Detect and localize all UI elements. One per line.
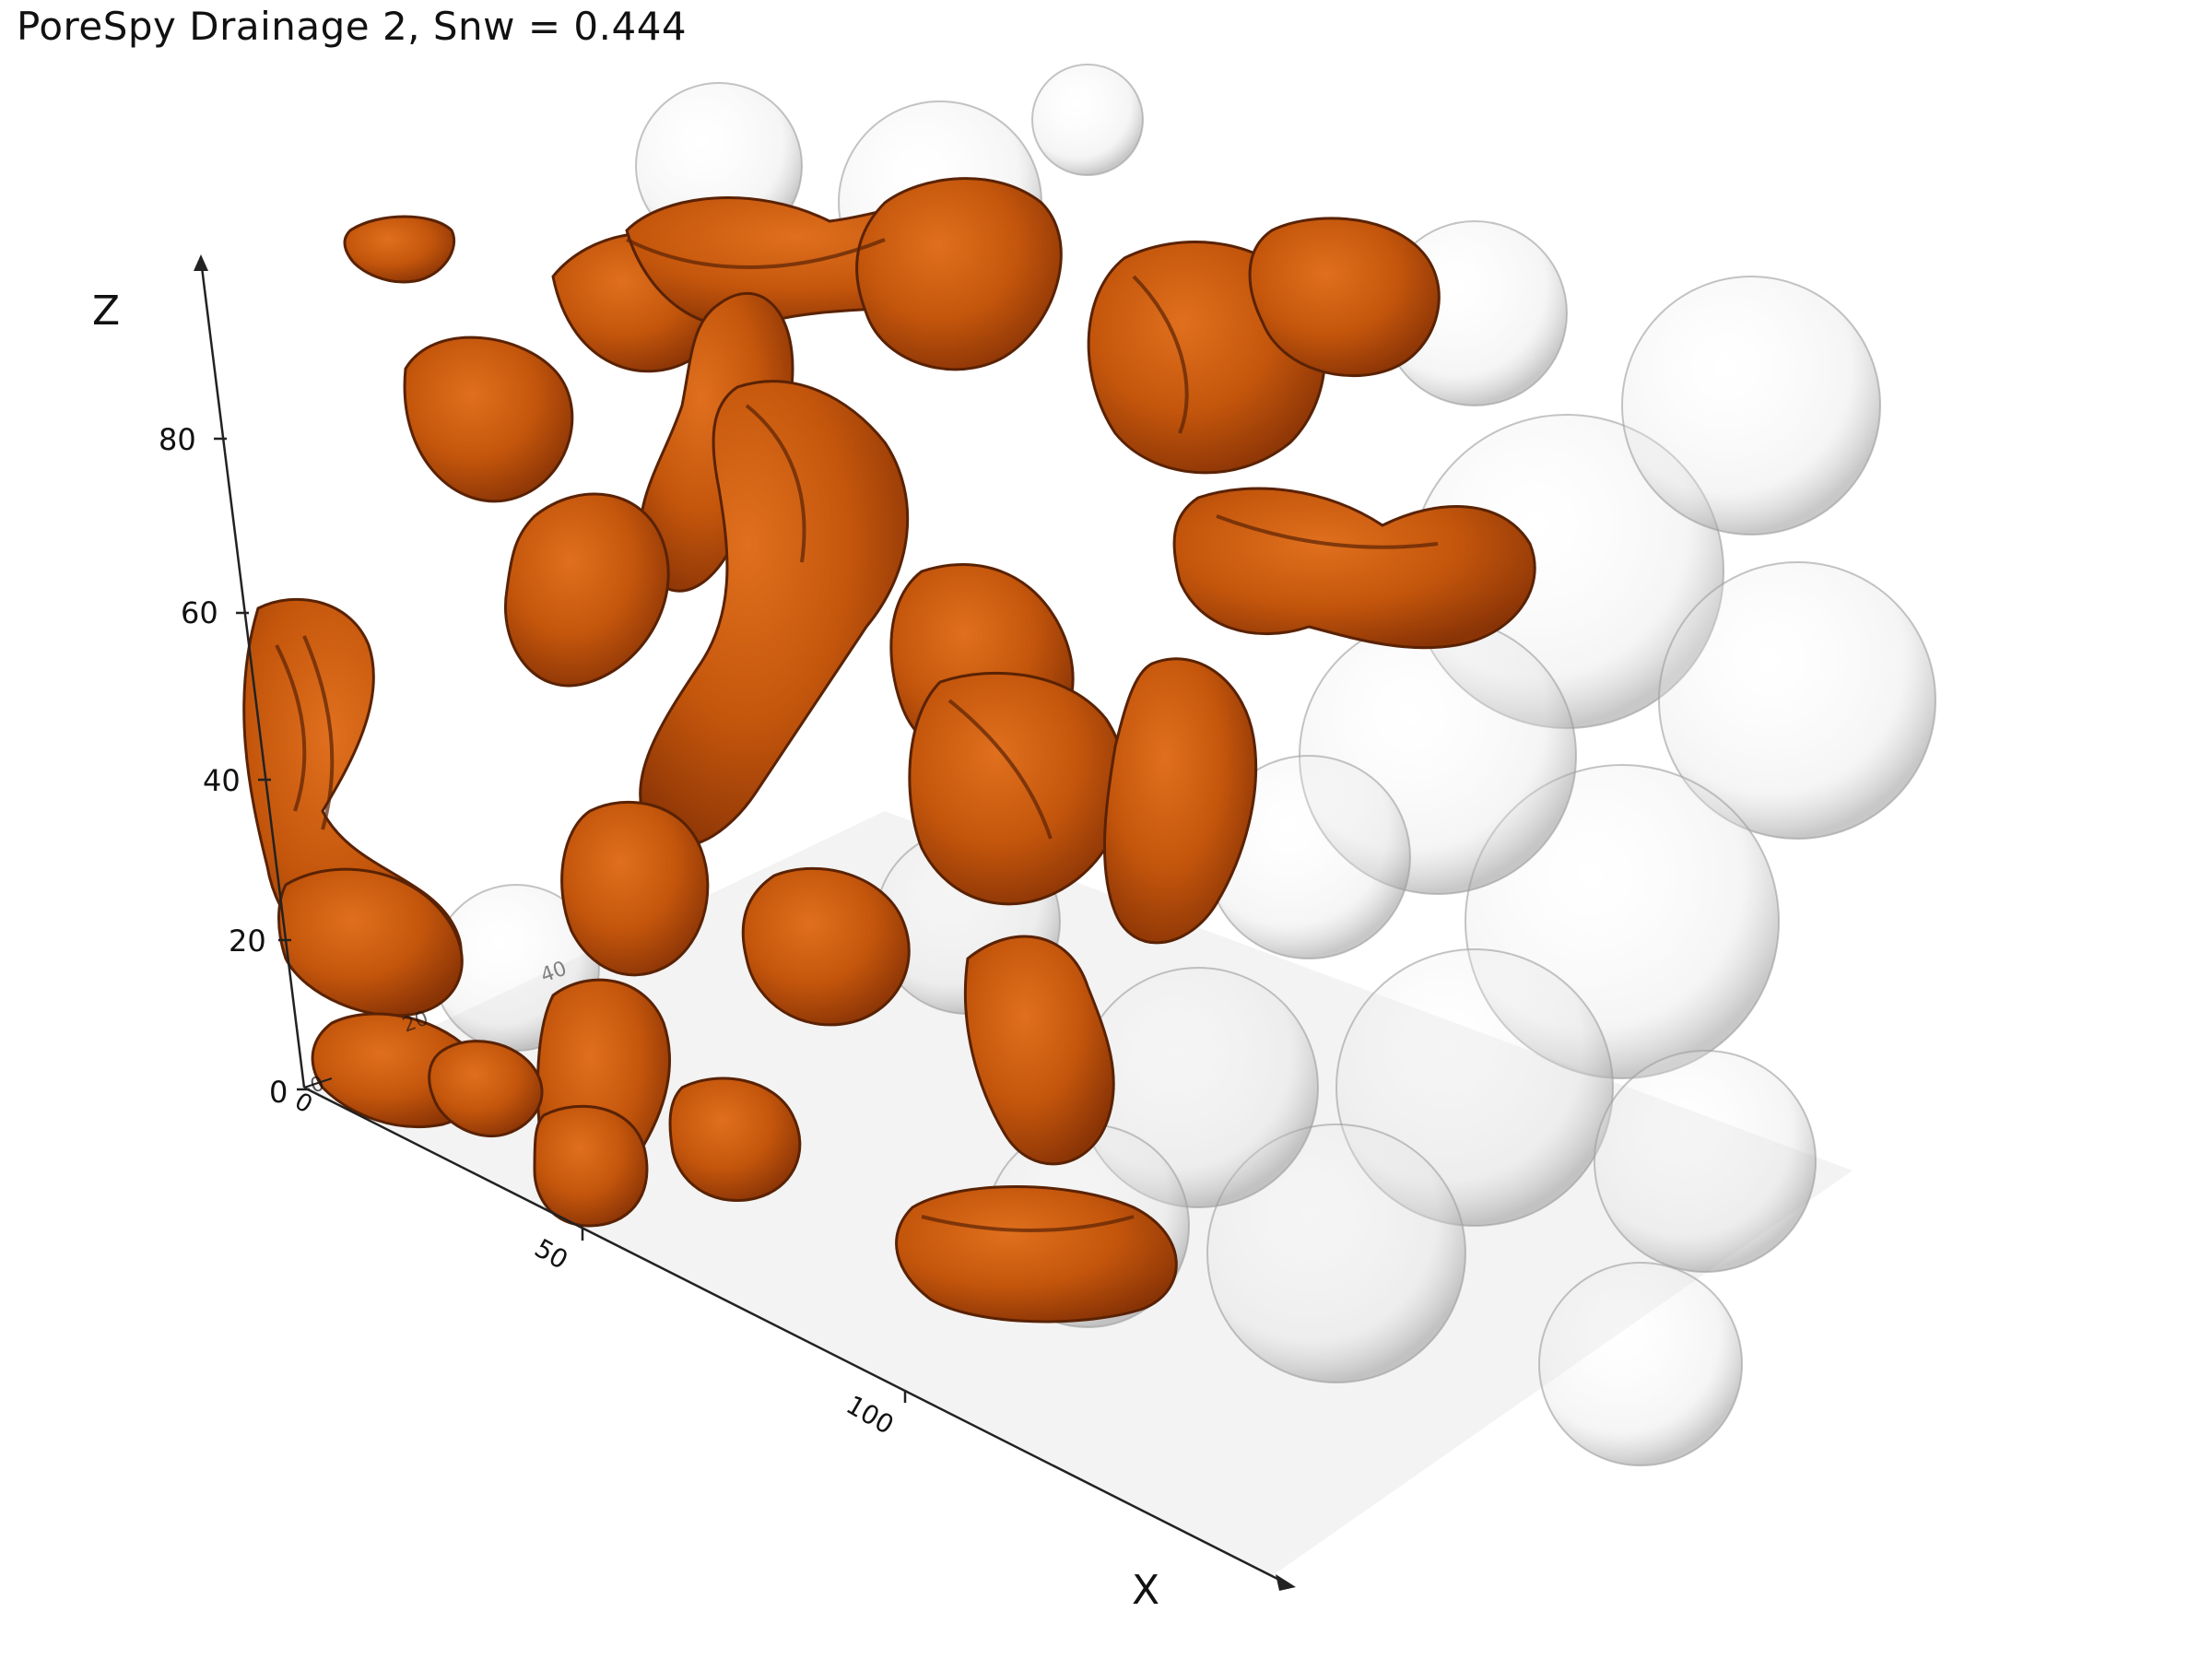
z-axis bbox=[199, 259, 310, 1091]
plot-title: PoreSpy Drainage 2, Snw = 0.444 bbox=[17, 4, 688, 49]
z-tick-label: 0 bbox=[269, 1075, 288, 1110]
z-tick-label: 60 bbox=[181, 595, 218, 630]
x-axis bbox=[303, 1086, 1282, 1583]
z-tick-label: 20 bbox=[229, 924, 266, 959]
x-tick-label: 50 bbox=[530, 1232, 573, 1275]
z-axis-arrow bbox=[194, 254, 208, 271]
x-tick-label: 100 bbox=[841, 1389, 900, 1440]
z-tick-label: 80 bbox=[159, 422, 196, 457]
phase-shading bbox=[275, 238, 1439, 1232]
z-tick-label: 40 bbox=[203, 763, 241, 798]
y-axis bbox=[303, 1077, 333, 1088]
x-axis-label: X bbox=[1132, 1567, 1159, 1614]
x-axis-arrow bbox=[1276, 1574, 1296, 1591]
nonwetting-phase bbox=[242, 177, 1536, 1324]
z-axis-label: Z bbox=[92, 288, 120, 335]
